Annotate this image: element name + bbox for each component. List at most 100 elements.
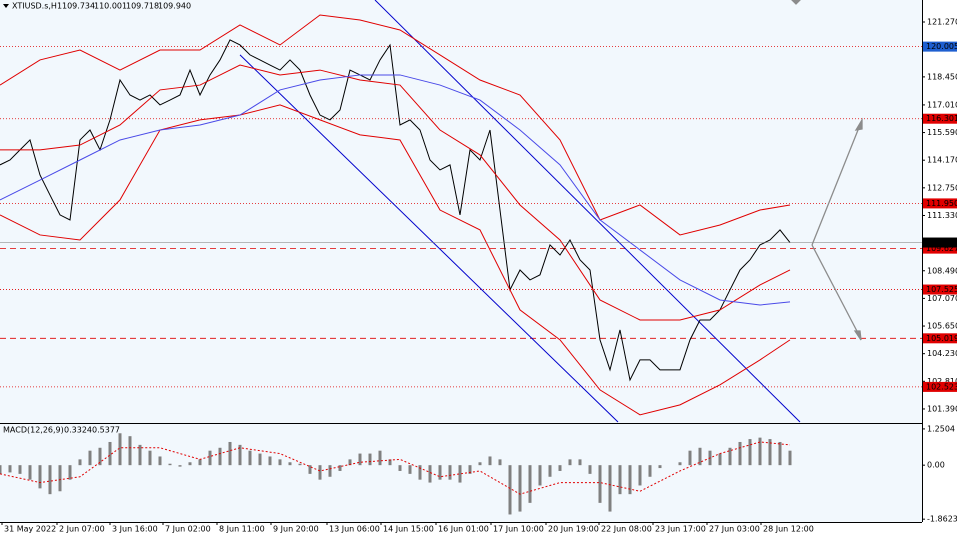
arrow xyxy=(811,124,861,246)
macd-bar xyxy=(578,459,582,466)
macd-reading: 0.3324 xyxy=(64,426,92,435)
macd-bar xyxy=(28,465,32,480)
macd-bar xyxy=(438,465,442,480)
arrow-head xyxy=(854,117,863,131)
macd-bar xyxy=(428,465,432,483)
level-label: 116.301 xyxy=(926,114,957,123)
y-tick-label: 121.270 xyxy=(927,17,957,26)
macd-bar xyxy=(188,462,192,466)
macd-bar xyxy=(758,437,762,466)
macd-bar xyxy=(148,450,152,466)
macd-bar xyxy=(138,444,142,466)
macd-bar xyxy=(488,456,492,466)
macd-bar xyxy=(598,465,602,503)
macd-bar xyxy=(308,465,312,474)
macd-bar xyxy=(88,450,92,466)
indicator-line xyxy=(0,14,791,236)
macd-bar xyxy=(528,465,532,503)
macd-bar xyxy=(588,465,592,474)
macd-bar xyxy=(608,465,612,512)
macd-bar xyxy=(538,465,542,486)
level-label: 109.627 xyxy=(926,244,957,253)
macd-bar xyxy=(78,459,82,466)
macd-bar xyxy=(0,465,2,474)
macd-bar xyxy=(618,465,622,495)
macd-bar xyxy=(378,450,382,466)
macd-bar xyxy=(788,450,792,466)
macd-bar xyxy=(128,436,132,466)
macd-bar xyxy=(328,465,332,477)
quote-high: 110.001 xyxy=(94,2,127,11)
macd-bar xyxy=(108,441,112,466)
indicator-line xyxy=(0,74,791,306)
y-tick-label: 117.010 xyxy=(927,100,957,109)
x-tick-label: 17 Jun 10:00 xyxy=(493,525,544,534)
macd-bar xyxy=(348,459,352,466)
x-tick-label: 22 Jun 08:00 xyxy=(601,525,652,534)
macd-bar xyxy=(628,465,632,495)
macd-bar xyxy=(478,462,482,466)
macd-bar xyxy=(408,465,412,474)
x-tick-label: 9 Jun 20:00 xyxy=(273,525,319,534)
macd-bar xyxy=(698,447,702,466)
macd-bar xyxy=(208,450,212,466)
macd-bar xyxy=(38,465,42,489)
x-tick-label: 8 Jun 11:00 xyxy=(219,525,265,534)
macd-signal xyxy=(0,441,791,495)
y-tick-label: 118.450 xyxy=(927,72,957,81)
macd-bar xyxy=(198,459,202,466)
quote-close: 109.940 xyxy=(158,2,191,11)
macd-bar xyxy=(368,453,372,466)
y-tick-label: 101.390 xyxy=(927,404,957,413)
level-label: 120.005 xyxy=(926,42,957,51)
macd-tick-label: 1.2504 xyxy=(927,424,955,433)
macd-tick-label: 0.00 xyxy=(927,461,945,470)
macd-bar xyxy=(48,465,52,495)
level-label-box xyxy=(923,198,957,209)
y-tick-label: 115.590 xyxy=(927,128,957,137)
macd-bar xyxy=(548,465,552,477)
y-tick-label: 105.650 xyxy=(927,322,957,331)
macd-bar xyxy=(558,465,562,471)
macd-bar xyxy=(498,459,502,466)
macd-bar xyxy=(248,450,252,466)
y-tick-label: 112.750 xyxy=(927,183,957,192)
macd-bar xyxy=(278,459,282,466)
plot-background xyxy=(0,0,922,522)
arrow xyxy=(811,244,860,336)
indicator-line xyxy=(0,104,791,416)
projection-arrows xyxy=(791,0,863,341)
macd-bar xyxy=(118,433,122,466)
macd-bar xyxy=(638,465,642,486)
macd-bar xyxy=(168,463,172,466)
x-tick-label: 28 Jun 12:00 xyxy=(763,525,814,534)
macd-bar xyxy=(338,465,342,471)
level-label: 105.019 xyxy=(926,334,957,343)
macd-bar xyxy=(58,465,62,492)
x-tick-label: 3 Jun 16:00 xyxy=(112,525,158,534)
macd-bar xyxy=(178,465,182,467)
macd-bar xyxy=(8,465,12,473)
x-tick-label: 16 Jun 01:00 xyxy=(438,525,489,534)
level-label-box xyxy=(923,113,957,124)
macd-bar xyxy=(718,453,722,466)
macd-bar xyxy=(738,441,742,466)
macd-bar xyxy=(268,456,272,466)
macd-bar xyxy=(418,465,422,480)
level-label: 107.525 xyxy=(926,285,957,294)
y-tick-label: 102.810 xyxy=(927,377,957,386)
level-label-box xyxy=(923,333,957,344)
level-label-box xyxy=(923,381,957,392)
arrow-head xyxy=(791,0,801,5)
level-label-box xyxy=(923,41,957,52)
macd-bar xyxy=(658,465,662,469)
macd-bar xyxy=(468,465,472,474)
y-tick-label: 107.070 xyxy=(927,294,957,303)
macd-bar xyxy=(358,453,362,466)
macd-bar xyxy=(748,439,752,466)
macd-bar xyxy=(688,450,692,466)
macd-bar xyxy=(18,465,22,474)
indicator-line xyxy=(0,64,791,321)
x-tick-label: 13 Jun 06:00 xyxy=(329,525,380,534)
